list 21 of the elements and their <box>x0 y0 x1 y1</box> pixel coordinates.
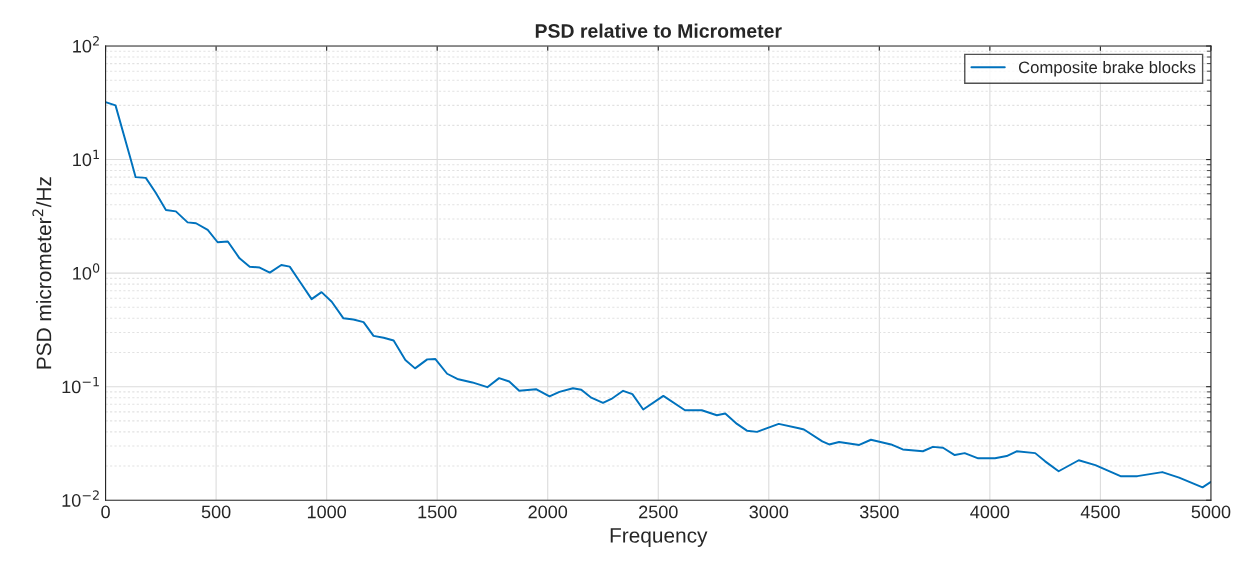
line-series <box>105 101 1211 489</box>
x-tick-label: 4500 <box>1080 505 1120 519</box>
x-tick-label: 4000 <box>970 505 1010 519</box>
x-tick-label: 5000 <box>1191 505 1231 519</box>
x-tick-label: 2000 <box>528 505 568 519</box>
x-tick-label: 2500 <box>639 505 678 519</box>
x-tick-label: 1500 <box>418 505 457 519</box>
y-axis-title: PSD micrometer$^{2}$/Hz <box>32 177 52 369</box>
y-tick-label: 10$^{1}$ <box>73 149 99 167</box>
legend-label: Composite brake blocks <box>1018 61 1196 77</box>
y-tick-label: 10$^{0}$ <box>73 263 100 280</box>
x-tick-label: 3500 <box>859 505 899 519</box>
chart-title: PSD relative to Micrometer <box>535 23 782 38</box>
x-tick-label: 3000 <box>749 505 789 519</box>
x-tick-label: 500 <box>201 505 231 519</box>
x-tick-label: 0 <box>101 505 110 519</box>
x-tick-label: 1000 <box>307 505 347 519</box>
x-axis-title: Frequency <box>610 528 708 547</box>
y-tick-label: 10$^{−1}$ <box>62 376 99 394</box>
y-tick-label: 10$^{2}$ <box>73 36 99 53</box>
y-tick-label: 10$^{−2}$ <box>62 490 99 507</box>
